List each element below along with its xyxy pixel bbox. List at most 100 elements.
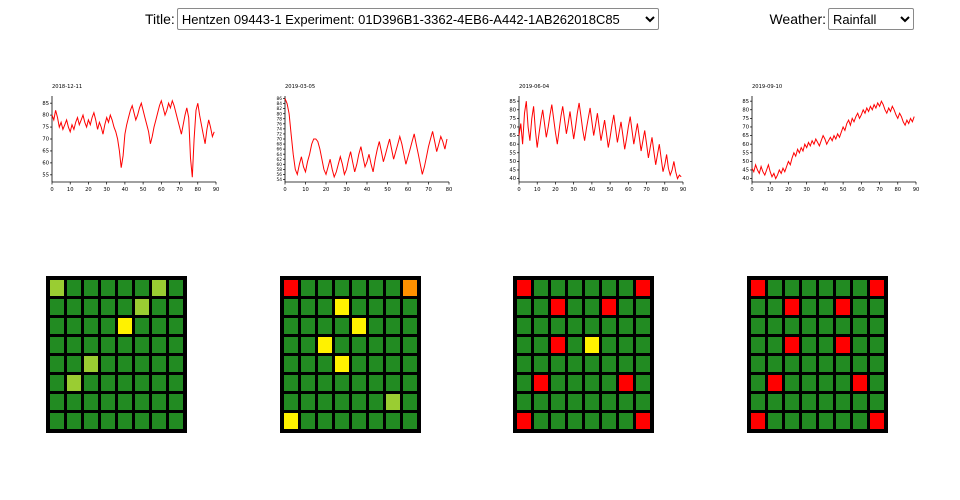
heatmap-cell — [517, 375, 532, 391]
heatmap-cell — [283, 375, 298, 391]
x-tick-label: 50 — [140, 187, 147, 193]
heatmap-cell — [636, 375, 651, 391]
y-tick-label: 70 — [42, 137, 49, 143]
y-tick-label: 58 — [277, 167, 283, 173]
heatmap-cell — [67, 280, 81, 296]
heatmap-cell — [602, 280, 617, 296]
weather-select[interactable]: Rainfall — [828, 8, 914, 30]
heatmap-cell — [402, 318, 417, 334]
x-tick-label: 90 — [213, 187, 220, 193]
heatmap-cell — [368, 280, 383, 296]
heatmap-cell — [568, 337, 583, 353]
y-tick-label: 80 — [742, 107, 749, 113]
heatmap-cell — [568, 318, 583, 334]
heatmap-cell — [534, 337, 549, 353]
y-tick-label: 62 — [277, 157, 283, 163]
chart-title: 2019-06-04 — [519, 84, 550, 90]
heatmap-cell — [818, 356, 833, 372]
heatmap-cell — [585, 413, 600, 429]
heatmap-cell — [517, 394, 532, 410]
heatmap-cell — [852, 375, 867, 391]
x-tick-label: 60 — [858, 187, 865, 193]
x-tick-label: 40 — [822, 187, 829, 193]
heatmap-cell — [801, 299, 816, 315]
x-tick-label: 10 — [534, 187, 541, 193]
line-series — [51, 99, 215, 178]
y-tick-label: 45 — [742, 168, 749, 174]
heatmap-cell — [351, 280, 366, 296]
heatmap-cell — [750, 280, 765, 296]
heatmap-cell — [551, 375, 566, 391]
heatmap-cell — [602, 299, 617, 315]
heatmap-cell — [118, 280, 132, 296]
heatmap-cell — [517, 413, 532, 429]
heatmap-cell — [385, 318, 400, 334]
title-label: Title: — [145, 11, 175, 27]
y-tick-label: 60 — [742, 142, 749, 148]
heatmap-cell — [300, 413, 315, 429]
heatmap-cell — [750, 318, 765, 334]
x-tick-label: 0 — [50, 187, 53, 193]
title-field: Title: Hentzen 09443-1 Experiment: 01D39… — [145, 8, 659, 30]
heatmap-cell — [602, 394, 617, 410]
heatmap-cell — [300, 299, 315, 315]
heatmap-cell — [118, 318, 132, 334]
line-chart-4: 2019-09-10 40 45 50 55 60 65 70 75 80 85 0 10 20 30 40 5… — [726, 80, 926, 200]
x-tick-label: 20 — [785, 187, 792, 193]
heatmap-cell — [835, 280, 850, 296]
heatmap-cell — [135, 356, 149, 372]
heatmap-cell — [784, 337, 799, 353]
x-tick-label: 10 — [303, 187, 310, 193]
heatmap-cell — [300, 280, 315, 296]
heatmap-cell — [118, 337, 132, 353]
heatmap-cell — [585, 394, 600, 410]
heatmap-cell — [619, 318, 634, 334]
heatmap-cell — [784, 299, 799, 315]
heatmap-cell — [619, 299, 634, 315]
heatmap-cell — [351, 394, 366, 410]
heatmap-cell — [368, 413, 383, 429]
heatmap-cell — [602, 413, 617, 429]
heatmap-cell — [283, 318, 298, 334]
heatmap-cell — [334, 280, 349, 296]
heatmap-cell — [619, 356, 634, 372]
heatmap-cell — [152, 299, 166, 315]
y-tick-label: 40 — [509, 176, 516, 182]
toolbar: Title: Hentzen 09443-1 Experiment: 01D39… — [0, 0, 960, 34]
chart-svg: 2019-03-05545658606264666870727476788082… — [277, 84, 453, 193]
heatmap-cell — [317, 356, 332, 372]
heatmap-cell — [784, 413, 799, 429]
x-tick-label: 50 — [385, 187, 392, 193]
heatmap-cell — [351, 375, 366, 391]
x-tick-label: 20 — [85, 187, 92, 193]
x-tick-label: 20 — [323, 187, 330, 193]
heatmap-cell — [385, 299, 400, 315]
y-tick-label: 76 — [277, 121, 283, 127]
heatmap-cell — [169, 318, 183, 334]
heatmap-cell — [351, 413, 366, 429]
heatmap-cell — [852, 318, 867, 334]
heatmap-cell — [402, 375, 417, 391]
heatmap-cell — [101, 356, 115, 372]
heatmap-4 — [746, 276, 888, 433]
heatmap-cell — [351, 318, 366, 334]
y-tick-label: 50 — [742, 159, 749, 165]
heatmap-cell — [300, 337, 315, 353]
heatmap-cell — [169, 356, 183, 372]
heatmap-cell — [818, 280, 833, 296]
heatmap-cell — [67, 299, 81, 315]
x-tick-label: 80 — [661, 187, 668, 193]
title-select[interactable]: Hentzen 09443-1 Experiment: 01D396B1-336… — [176, 8, 659, 30]
heatmap-cell — [568, 413, 583, 429]
heatmap-cell — [50, 413, 64, 429]
heatmap-cell — [602, 375, 617, 391]
heatmap-cell — [852, 394, 867, 410]
heatmap-cell — [784, 280, 799, 296]
heatmap-cell — [101, 394, 115, 410]
x-tick-label: 10 — [767, 187, 774, 193]
x-tick-label: 70 — [176, 187, 183, 193]
heatmap-cell — [135, 337, 149, 353]
y-tick-label: 55 — [742, 150, 749, 156]
line-series — [518, 101, 682, 180]
x-tick-label: 70 — [643, 187, 650, 193]
